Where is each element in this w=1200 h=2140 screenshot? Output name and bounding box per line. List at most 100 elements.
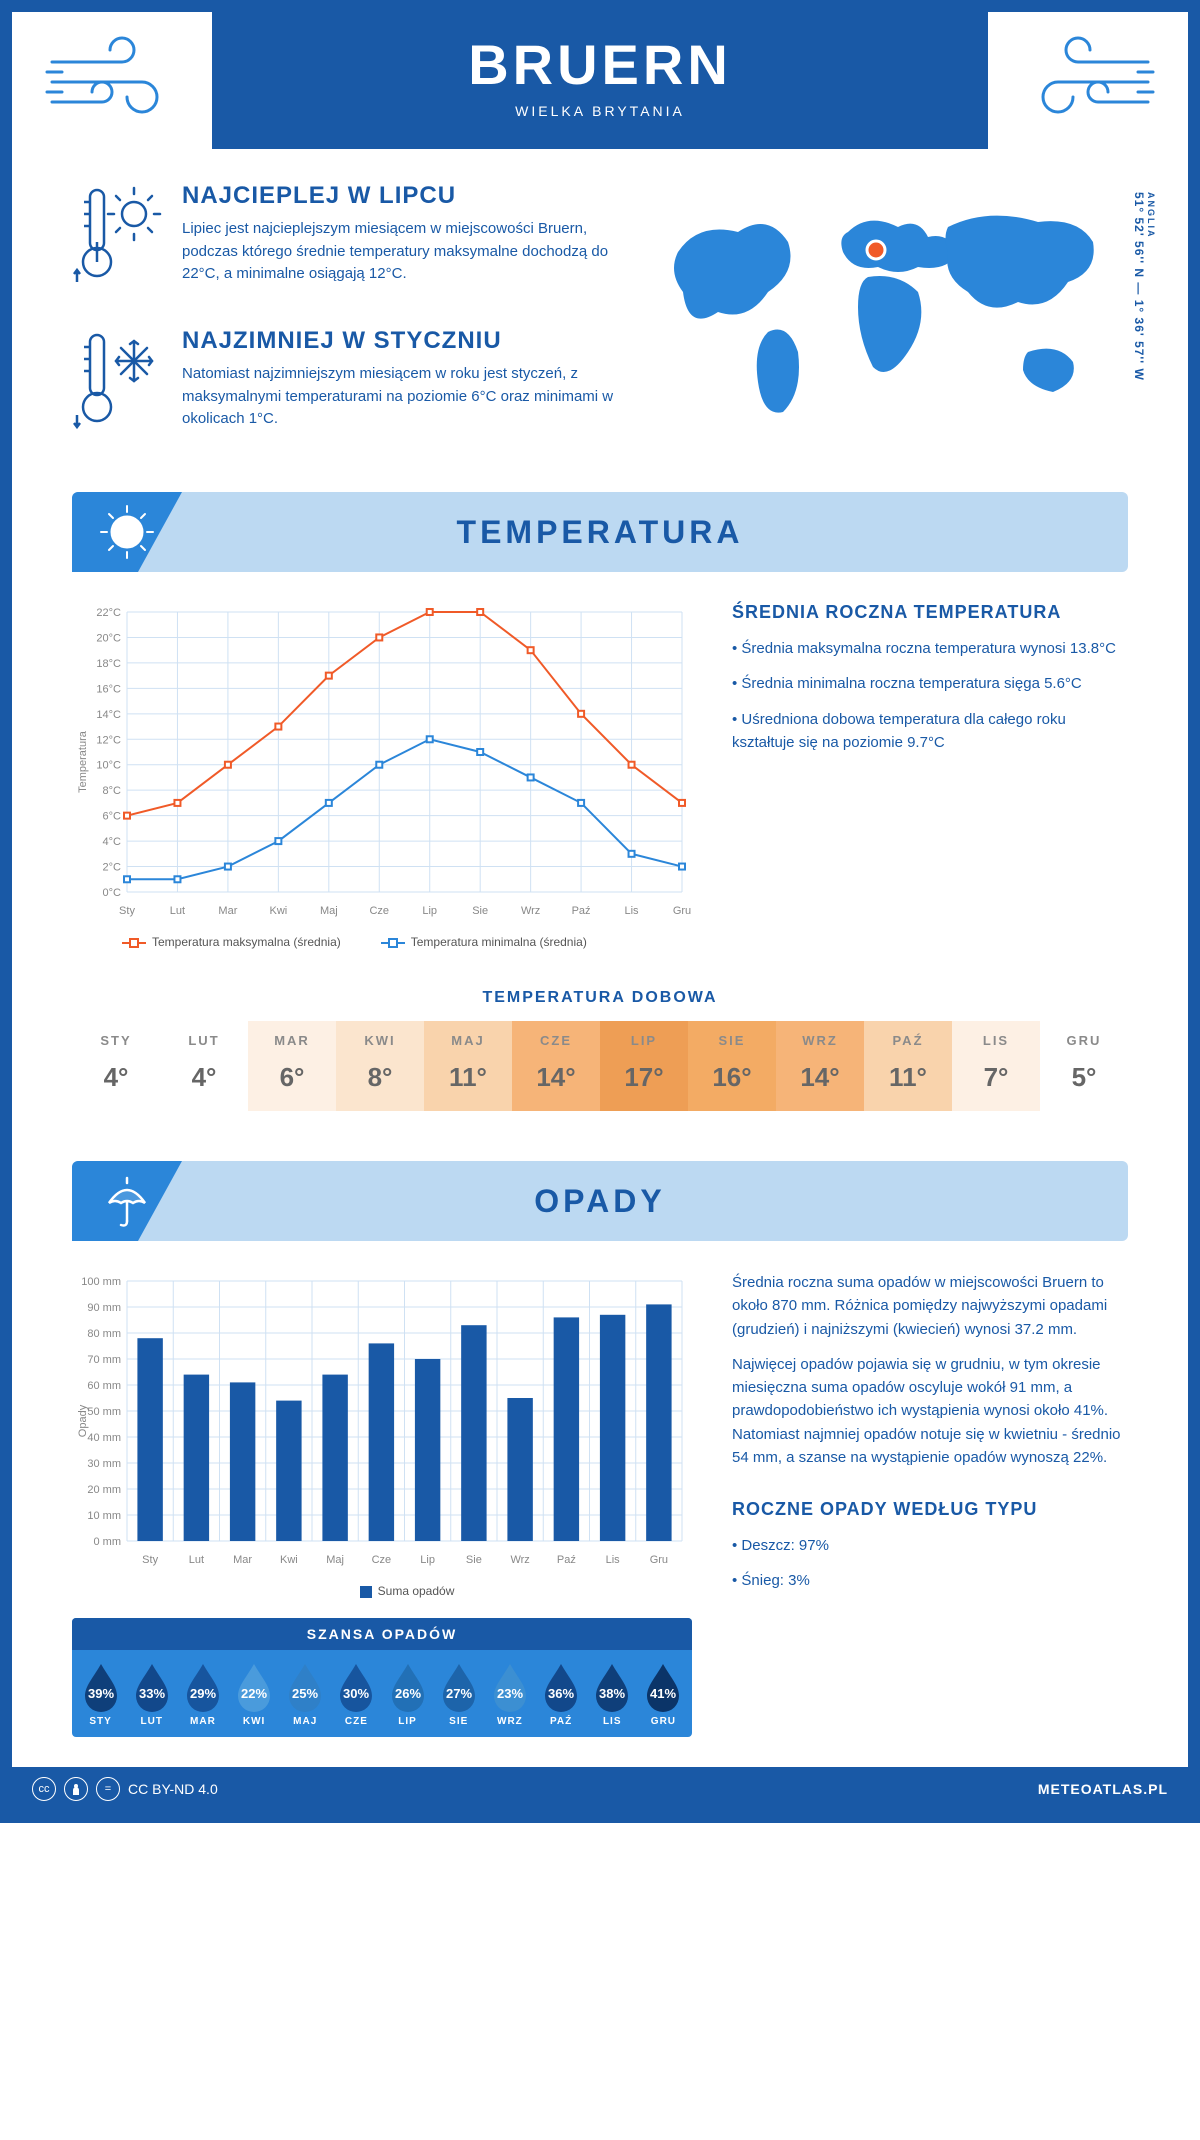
coord-region: ANGLIA <box>1146 192 1156 375</box>
svg-text:39%: 39% <box>88 1686 114 1701</box>
precip-chance-drop: 29% MAR <box>178 1660 227 1727</box>
svg-text:Gru: Gru <box>650 1554 668 1566</box>
precip-type-title: ROCZNE OPADY WEDŁUG TYPU <box>732 1499 1128 1520</box>
intro-section: NAJCIEPLEJ W LIPCU Lipiec jest najcieple… <box>12 152 1188 492</box>
legend-temp-max: Temperatura maksymalna (średnia) <box>152 935 341 949</box>
daily-temp-cell: LIP17° <box>600 1021 688 1111</box>
svg-text:Mar: Mar <box>218 905 237 917</box>
precip-text-1: Średnia roczna suma opadów w miejscowośc… <box>732 1271 1128 1341</box>
svg-text:Lis: Lis <box>606 1554 621 1566</box>
page-frame: BRUERN WIELKA BRYTANIA <box>0 0 1200 1823</box>
daily-temp-cell: MAJ11° <box>424 1021 512 1111</box>
svg-text:Lut: Lut <box>189 1554 204 1566</box>
precip-chance-drop: 33% LUT <box>127 1660 176 1727</box>
svg-text:4°C: 4°C <box>103 836 122 848</box>
fact-warmest: NAJCIEPLEJ W LIPCU Lipiec jest najcieple… <box>72 182 618 297</box>
svg-text:Paź: Paź <box>557 1554 576 1566</box>
fact-coldest-title: NAJZIMNIEJ W STYCZNIU <box>182 327 618 355</box>
cc-icon: cc <box>32 1777 56 1801</box>
svg-text:22%: 22% <box>241 1686 267 1701</box>
precip-chance-drop: 25% MAJ <box>281 1660 330 1727</box>
svg-text:20°C: 20°C <box>96 632 121 644</box>
svg-text:38%: 38% <box>599 1686 625 1701</box>
svg-text:0°C: 0°C <box>103 887 122 899</box>
precip-chance-drop: 39% STY <box>76 1660 125 1727</box>
precip-chance-drop: 41% GRU <box>639 1660 688 1727</box>
footer-license: CC BY-ND 4.0 <box>128 1781 218 1797</box>
svg-text:6°C: 6°C <box>103 811 122 823</box>
svg-text:Maj: Maj <box>320 905 338 917</box>
precip-type-list: Deszcz: 97%Śnieg: 3% <box>732 1534 1128 1593</box>
legend-precip-sum: Suma opadów <box>378 1584 455 1598</box>
city-title: BRUERN <box>222 32 978 97</box>
temp-summary-list: Średnia maksymalna roczna temperatura wy… <box>732 637 1128 754</box>
svg-text:70 mm: 70 mm <box>87 1354 121 1366</box>
nd-icon: = <box>96 1777 120 1801</box>
svg-text:41%: 41% <box>650 1686 676 1701</box>
precip-chance-drop: 36% PAŹ <box>537 1660 586 1727</box>
precip-chance-drop: 22% KWI <box>230 1660 279 1727</box>
svg-text:12°C: 12°C <box>96 734 121 746</box>
svg-text:16°C: 16°C <box>96 683 121 695</box>
svg-text:Maj: Maj <box>326 1554 344 1566</box>
svg-text:100 mm: 100 mm <box>81 1276 121 1288</box>
temperature-body: 0°C2°C4°C6°C8°C10°C12°C14°C16°C18°C20°C2… <box>12 572 1188 979</box>
precip-chance-panel: SZANSA OPADÓW 39% STY 33% LUT 29% MAR 22… <box>72 1618 692 1737</box>
svg-text:30%: 30% <box>343 1686 369 1701</box>
svg-text:27%: 27% <box>446 1686 472 1701</box>
daily-temp-grid: STY4°LUT4°MAR6°KWI8°MAJ11°CZE14°LIP17°SI… <box>72 1021 1128 1111</box>
daily-temp-cell: GRU5° <box>1040 1021 1128 1111</box>
daily-temp-cell: MAR6° <box>248 1021 336 1111</box>
svg-text:80 mm: 80 mm <box>87 1328 121 1340</box>
svg-text:Sie: Sie <box>466 1554 482 1566</box>
temperature-header: TEMPERATURA <box>72 492 1128 572</box>
svg-text:90 mm: 90 mm <box>87 1302 121 1314</box>
fact-warmest-text: Lipiec jest najcieplejszym miesiącem w m… <box>182 218 618 286</box>
svg-text:Cze: Cze <box>372 1554 392 1566</box>
svg-text:Wrz: Wrz <box>510 1554 529 1566</box>
svg-text:26%: 26% <box>395 1686 421 1701</box>
svg-text:Sty: Sty <box>142 1554 158 1566</box>
temperature-legend: Temperatura maksymalna (średnia) Tempera… <box>72 935 692 949</box>
svg-text:18°C: 18°C <box>96 658 121 670</box>
svg-text:60 mm: 60 mm <box>87 1380 121 1392</box>
world-map: ANGLIA 51° 52' 56'' N — 1° 36' 57'' W <box>648 182 1128 472</box>
fact-warmest-title: NAJCIEPLEJ W LIPCU <box>182 182 618 210</box>
footer: cc = CC BY-ND 4.0 METEOATLAS.PL <box>12 1767 1188 1811</box>
temp-summary-item: Uśredniona dobowa temperatura dla całego… <box>732 708 1128 755</box>
svg-text:50 mm: 50 mm <box>87 1406 121 1418</box>
wind-icon-left <box>12 12 212 152</box>
svg-text:8°C: 8°C <box>103 785 122 797</box>
svg-text:14°C: 14°C <box>96 709 121 721</box>
svg-text:25%: 25% <box>292 1686 318 1701</box>
umbrella-icon <box>72 1161 182 1241</box>
svg-text:Temperatura: Temperatura <box>77 730 89 793</box>
svg-text:Lis: Lis <box>625 905 640 917</box>
svg-text:22°C: 22°C <box>96 607 121 619</box>
precip-chance-drop: 30% CZE <box>332 1660 381 1727</box>
svg-text:Cze: Cze <box>369 905 389 917</box>
svg-text:Wrz: Wrz <box>521 905 540 917</box>
svg-text:20 mm: 20 mm <box>87 1484 121 1496</box>
precip-chance-drop: 23% WRZ <box>485 1660 534 1727</box>
fact-coldest-text: Natomiast najzimniejszym miesiącem w rok… <box>182 363 618 431</box>
precip-chance-title: SZANSA OPADÓW <box>72 1618 692 1650</box>
fact-coldest: NAJZIMNIEJ W STYCZNIU Natomiast najzimni… <box>72 327 618 442</box>
daily-temp-cell: WRZ14° <box>776 1021 864 1111</box>
daily-temp-cell: STY4° <box>72 1021 160 1111</box>
thermometer-snow-icon <box>72 327 162 442</box>
svg-text:Kwi: Kwi <box>269 905 287 917</box>
precip-body: 0 mm10 mm20 mm30 mm40 mm50 mm60 mm70 mm8… <box>12 1241 1188 1767</box>
title-banner: BRUERN WIELKA BRYTANIA <box>212 12 988 149</box>
precip-text-2: Najwięcej opadów pojawia się w grudniu, … <box>732 1353 1128 1469</box>
daily-temp-cell: SIE16° <box>688 1021 776 1111</box>
temperature-chart: 0°C2°C4°C6°C8°C10°C12°C14°C16°C18°C20°C2… <box>72 602 692 922</box>
svg-text:Mar: Mar <box>233 1554 252 1566</box>
temp-summary-item: Średnia maksymalna roczna temperatura wy… <box>732 637 1128 660</box>
svg-text:Lut: Lut <box>170 905 185 917</box>
svg-text:Gru: Gru <box>673 905 691 917</box>
daily-temp-cell: KWI8° <box>336 1021 424 1111</box>
footer-site: METEOATLAS.PL <box>1038 1781 1168 1797</box>
svg-text:Sie: Sie <box>472 905 488 917</box>
daily-temp-cell: CZE14° <box>512 1021 600 1111</box>
